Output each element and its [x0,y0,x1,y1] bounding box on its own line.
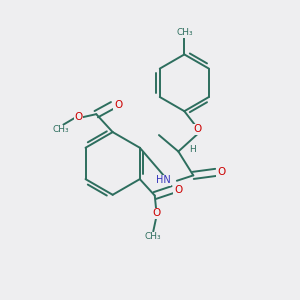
Text: O: O [217,167,225,177]
Text: HN: HN [156,176,171,185]
Text: CH₃: CH₃ [53,125,69,134]
Text: O: O [114,100,122,110]
Text: CH₃: CH₃ [145,232,162,241]
Text: O: O [152,208,160,218]
Text: H: H [189,145,196,154]
Text: O: O [194,124,202,134]
Text: O: O [74,112,82,122]
Text: O: O [174,184,182,195]
Text: CH₃: CH₃ [176,28,193,37]
